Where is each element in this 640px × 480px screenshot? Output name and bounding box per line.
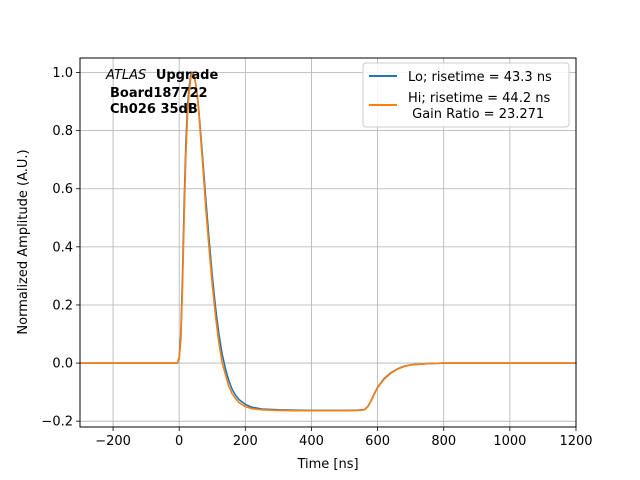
x-tick-label: 0 [175,434,183,449]
x-tick-label: 400 [299,434,324,449]
legend-entry-lo: Lo; risetime = 43.3 ns [408,70,552,85]
y-tick-label: 0.8 [52,124,73,139]
y-axis-label: Normalized Amplitude (A.U.) [16,149,31,334]
plot-area [79,71,577,412]
x-tick-label: 1200 [559,434,592,449]
x-tick-label: −200 [95,434,131,449]
y-tick-label: 0.2 [52,298,73,313]
x-axis-label: Time [ns] [296,457,358,472]
legend-entry-hi: Hi; risetime = 44.2 ns Gain Ratio = 23.2… [408,91,550,122]
series-line-hi [79,71,577,412]
axes-frame [79,57,577,428]
annotation-atlas: ATLAS [105,68,146,83]
annotation-channel: Ch026 35dB [110,102,198,117]
legend-box [362,62,570,128]
x-tick-label: 800 [431,434,456,449]
x-tick-label: 600 [365,434,390,449]
annotation: ATLAS Upgrade Board187722 Ch026 35dB [105,68,218,117]
annotation-board: Board187722 [110,86,208,101]
y-tick-label: 1.0 [52,66,73,81]
y-tick-label: 0.6 [52,182,73,197]
legend: Lo; risetime = 43.3 ns Hi; risetime = 44… [362,62,570,128]
x-tick-label: 1000 [493,434,526,449]
annotation-upgrade: Upgrade [156,68,219,83]
legend-entry-hi-line: Hi; risetime = 44.2 ns [408,91,550,106]
y-tick-label: −0.2 [41,415,73,430]
legend-entry-hi-line: Gain Ratio = 23.271 [408,107,544,122]
y-tick-label: 0.4 [52,240,73,255]
y-tick-label: 0.0 [52,357,73,372]
x-tick-label: 200 [233,434,258,449]
svg-text:ATLAS Upgrade: ATLAS Upgrade [105,68,218,83]
ticks: −200 0 200 400 600 800 1000 1200 −0.2 0.0 0.2 0.4 0.… [41,66,592,449]
